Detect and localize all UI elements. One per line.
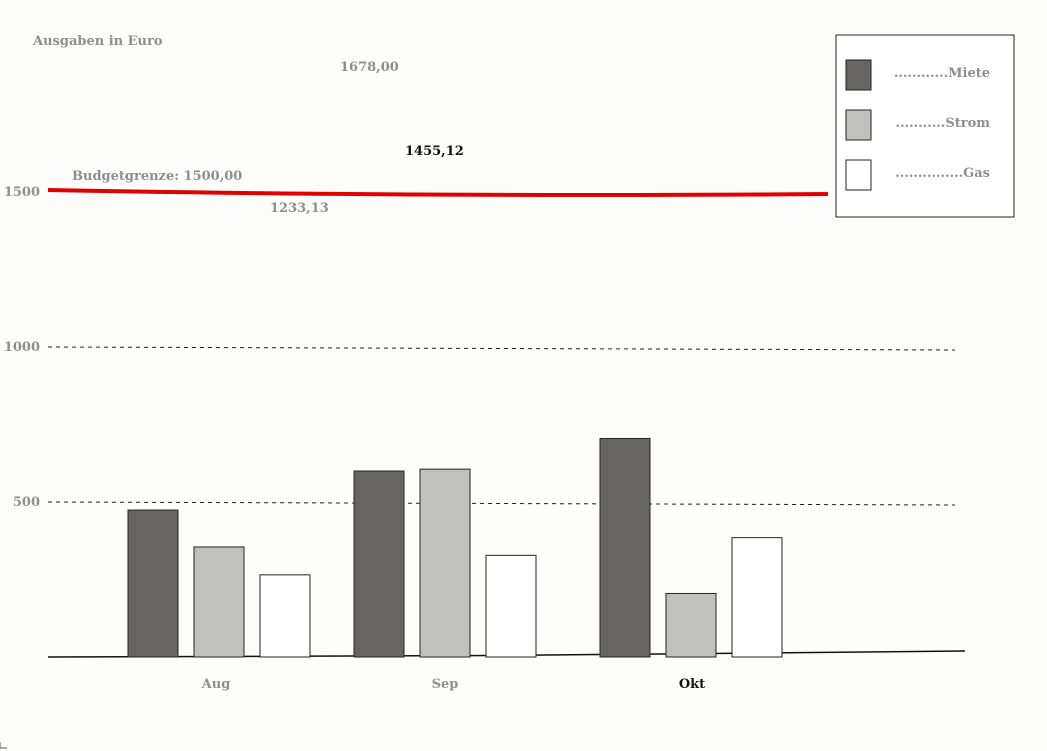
total-label-aug: 1233,13	[270, 201, 329, 216]
x-tick-label-okt: Okt	[679, 677, 705, 692]
y-tick-labels: 500 1000 1500	[4, 185, 40, 510]
bar-okt-3	[731, 537, 783, 658]
gridlines	[47, 346, 956, 506]
x-tick-label-aug: Aug	[201, 677, 231, 692]
bar-aug-3	[259, 574, 311, 658]
legend-label-3: ...............Gas	[895, 166, 990, 181]
y-tick-label-1500: 1500	[4, 185, 40, 200]
y-tick-label-1000: 1000	[4, 340, 40, 355]
x-tick-label-sep: Sep	[432, 677, 459, 692]
bar-sep-2	[419, 468, 471, 658]
gridline-1000	[47, 346, 956, 351]
legend-swatch-1	[845, 59, 872, 91]
legend-label-1: ............Miete	[894, 66, 990, 81]
x-tick-labels: Aug Sep Okt	[201, 677, 705, 692]
bar-sep-3	[485, 554, 537, 658]
budget-label: Budgetgrenze: 1500,00	[72, 169, 242, 184]
budget-line-group: Budgetgrenze: 1500,00	[47, 169, 829, 197]
total-labels: 1233,13 1678,00 1455,12	[270, 60, 464, 216]
y-axis-title: Ausgaben in Euro	[32, 34, 163, 49]
bar-aug-1	[127, 509, 179, 658]
bars-group	[127, 437, 783, 658]
bar-okt-2	[665, 592, 717, 658]
legend: ............Miete ...........Strom.......…	[835, 34, 1015, 218]
corner-mark	[0, 742, 7, 749]
gridline-500	[47, 501, 956, 506]
legend-label-2: ...........Strom	[896, 116, 991, 131]
bar-aug-2	[193, 546, 245, 658]
budget-line	[47, 188, 829, 197]
legend-swatch-2	[845, 109, 872, 141]
bar-okt-1	[599, 437, 651, 658]
legend-swatch-3	[845, 159, 872, 191]
total-label-okt: 1455,12	[405, 144, 464, 159]
y-tick-label-500: 500	[13, 495, 40, 510]
total-label-sep: 1678,00	[340, 60, 399, 75]
bar-sep-1	[353, 470, 405, 658]
